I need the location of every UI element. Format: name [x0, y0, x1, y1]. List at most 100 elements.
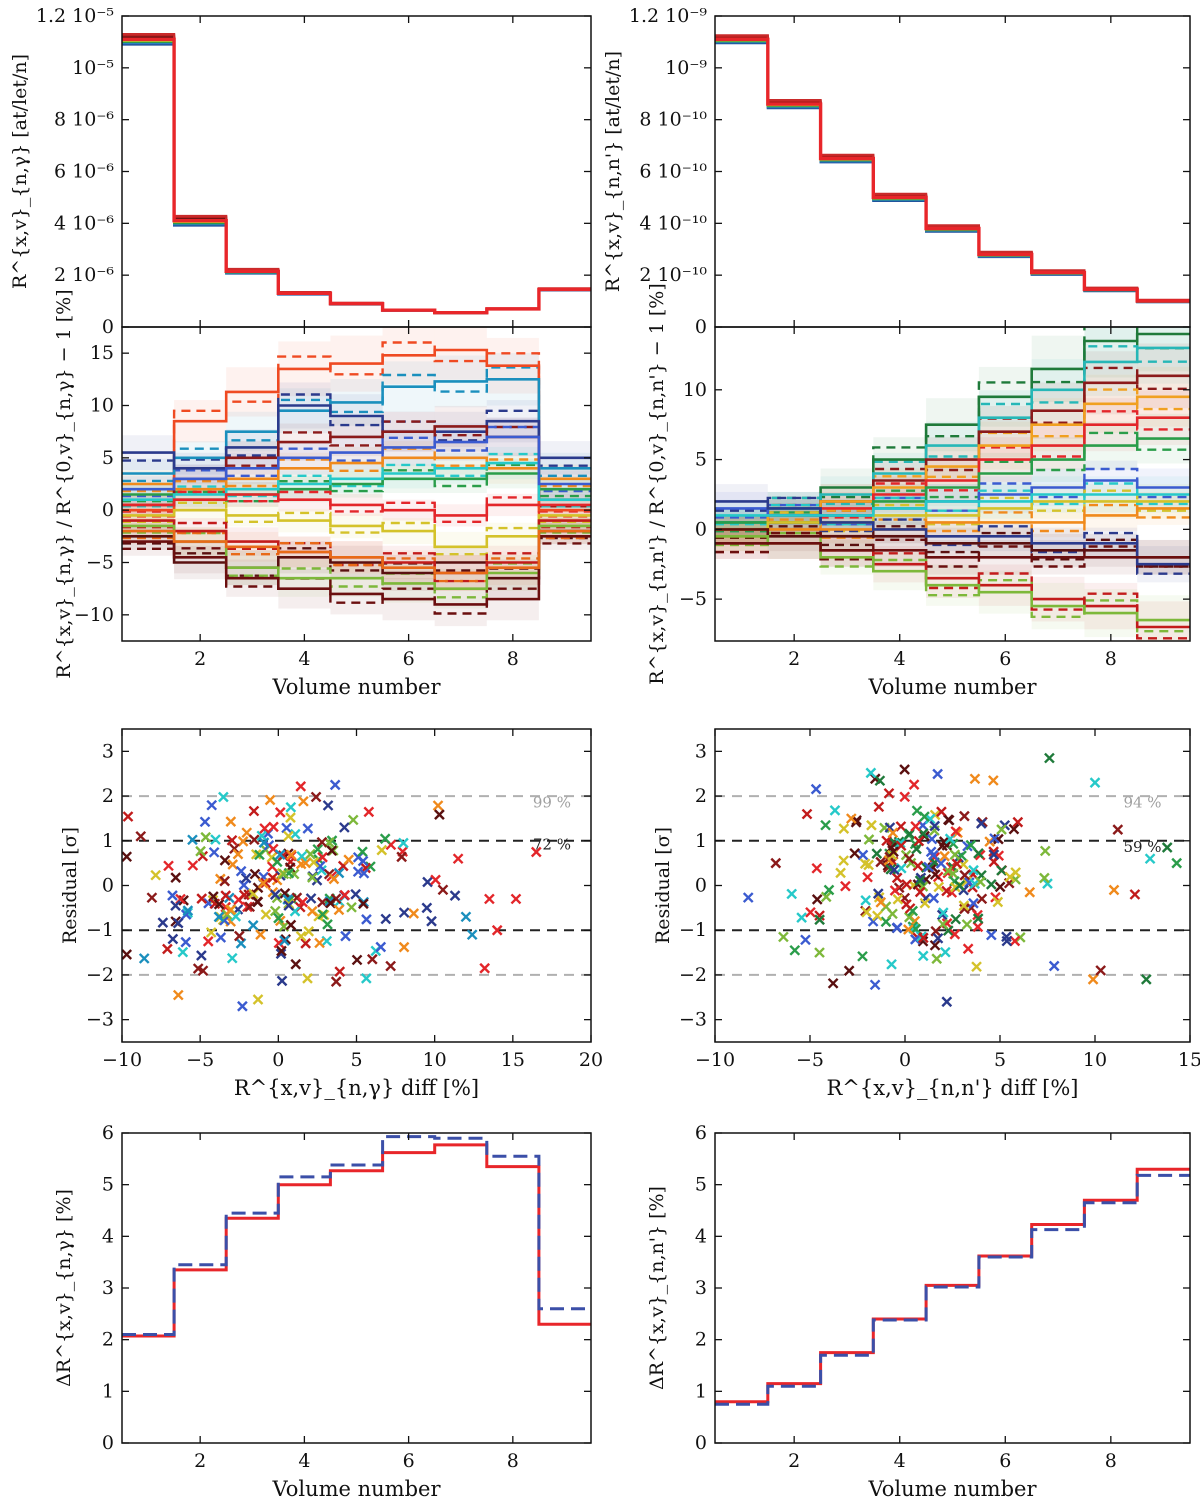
- scatter-point-stroke: [314, 860, 326, 872]
- scatter-point: [823, 884, 835, 896]
- scatter-point-stroke: [264, 794, 276, 806]
- variation-step-var-3: [122, 404, 591, 470]
- scatter-point-stroke: [838, 855, 849, 866]
- scatter-point-stroke: [928, 892, 940, 904]
- scatter-point-stroke: [891, 922, 903, 933]
- step-line-dashed: [715, 1173, 1190, 1406]
- scatter-point: [452, 853, 464, 865]
- scatter-point-stroke: [298, 795, 309, 807]
- scatter-point-stroke: [205, 927, 217, 938]
- scatter-point: [205, 927, 217, 938]
- scatter-point-stroke: [895, 862, 907, 874]
- scatter-point: [396, 851, 408, 863]
- scatter-point-stroke: [1024, 886, 1036, 898]
- scatter-point: [380, 913, 392, 925]
- fit-step-var-2: [715, 345, 1190, 533]
- x-tick-label: 6: [403, 648, 415, 670]
- x-tick-label: 8: [507, 1450, 519, 1472]
- variation-step-var-1: [122, 348, 591, 512]
- scatter-point: [346, 901, 357, 913]
- scatter-point: [786, 888, 798, 900]
- scatter-point: [180, 936, 192, 948]
- scatter-point: [434, 809, 445, 820]
- scatter-point: [928, 849, 939, 861]
- scatter-point: [996, 824, 1007, 835]
- scatter-point: [944, 833, 956, 845]
- scatter-point: [1042, 878, 1053, 890]
- scatter-point: [941, 996, 953, 1008]
- y-tick-label: 8 10⁻¹⁰: [639, 109, 707, 131]
- scatter-point: [340, 930, 351, 942]
- scatter-point-stroke: [295, 930, 307, 942]
- scatter-point-stroke: [122, 811, 134, 822]
- scatter-point-stroke: [182, 905, 194, 916]
- scatter-point-stroke: [316, 864, 327, 876]
- scatter-point-stroke: [986, 929, 997, 941]
- scatter-point: [213, 911, 225, 923]
- scatter-point: [1108, 884, 1120, 896]
- variation-step-1: [122, 43, 591, 315]
- scatter-point-stroke: [988, 849, 1000, 860]
- scatter-point-stroke: [285, 801, 297, 813]
- scatter-point: [959, 810, 970, 822]
- scatter-point-stroke: [941, 996, 953, 1008]
- scatter-point: [1004, 871, 1016, 883]
- y-tick-label: 4: [695, 1225, 707, 1247]
- scatter-point: [988, 849, 1000, 860]
- scatter-point: [218, 791, 229, 803]
- scatter-point: [939, 850, 950, 862]
- scatter-point-stroke: [334, 966, 346, 977]
- scatter-point: [800, 934, 811, 946]
- scatter-point-stroke: [859, 858, 871, 870]
- scatter-point: [742, 892, 754, 903]
- scatter-point-stroke: [873, 892, 885, 903]
- x-tick-label: 2: [194, 648, 206, 670]
- scatter-point-stroke: [241, 827, 253, 839]
- scatter-point-stroke: [894, 837, 906, 849]
- scatter-point: [814, 914, 825, 926]
- scatter-point: [314, 860, 326, 872]
- scatter-point-stroke: [1112, 824, 1124, 835]
- scatter-point: [1044, 752, 1055, 764]
- y-tick-label: −10: [74, 604, 114, 626]
- scatter-point-stroke: [274, 807, 286, 818]
- y-tick-label: 2: [695, 785, 707, 807]
- scatter-point: [935, 858, 947, 869]
- scatter-point: [187, 860, 199, 871]
- scatter-point-stroke: [219, 875, 231, 887]
- scatter-point: [210, 834, 221, 845]
- scatter-point-stroke: [914, 886, 926, 898]
- scatter-point-stroke: [1044, 752, 1055, 764]
- scatter-point-stroke: [227, 859, 239, 870]
- scatter-point-stroke: [278, 921, 290, 932]
- scatter-point-stroke: [965, 839, 977, 851]
- scatter-point: [914, 875, 926, 886]
- scatter-point: [398, 941, 410, 953]
- plot-frame: [714, 326, 1191, 642]
- scatter-point: [891, 922, 903, 933]
- scatter-point: [866, 819, 877, 831]
- scatter-point: [237, 836, 249, 847]
- scatter-point: [968, 897, 979, 909]
- plot-frame: [121, 326, 592, 642]
- scatter-point: [937, 907, 949, 918]
- scatter-point-stroke: [913, 835, 925, 847]
- scatter-point: [279, 888, 291, 899]
- scatter-point: [146, 892, 158, 904]
- inelastic-uncertainty-panel: 2 4 6 8 0 1 2 3 4 5 6 Volume number ΔR^{x,v}_{n,n'} …: [646, 1122, 1191, 1499]
- scatter-point: [237, 1000, 248, 1012]
- scatter-point-stroke: [274, 849, 286, 860]
- y-axis-label: R^{x,v}_{n,γ} / R^{0,v}_{n,γ} − 1 [%]: [53, 289, 75, 678]
- fit-step-var-7: [715, 467, 1190, 526]
- x-tick-label: 6: [403, 1450, 415, 1472]
- scatter-point: [187, 834, 198, 846]
- scatter-point: [225, 816, 237, 827]
- scatter-point: [903, 911, 915, 923]
- variation-step-4: [122, 39, 591, 314]
- variation-step-5: [122, 38, 591, 314]
- scatter-point: [343, 854, 355, 866]
- scatter-point: [479, 962, 491, 974]
- scatter-point: [778, 931, 789, 943]
- scatter-point: [283, 900, 295, 911]
